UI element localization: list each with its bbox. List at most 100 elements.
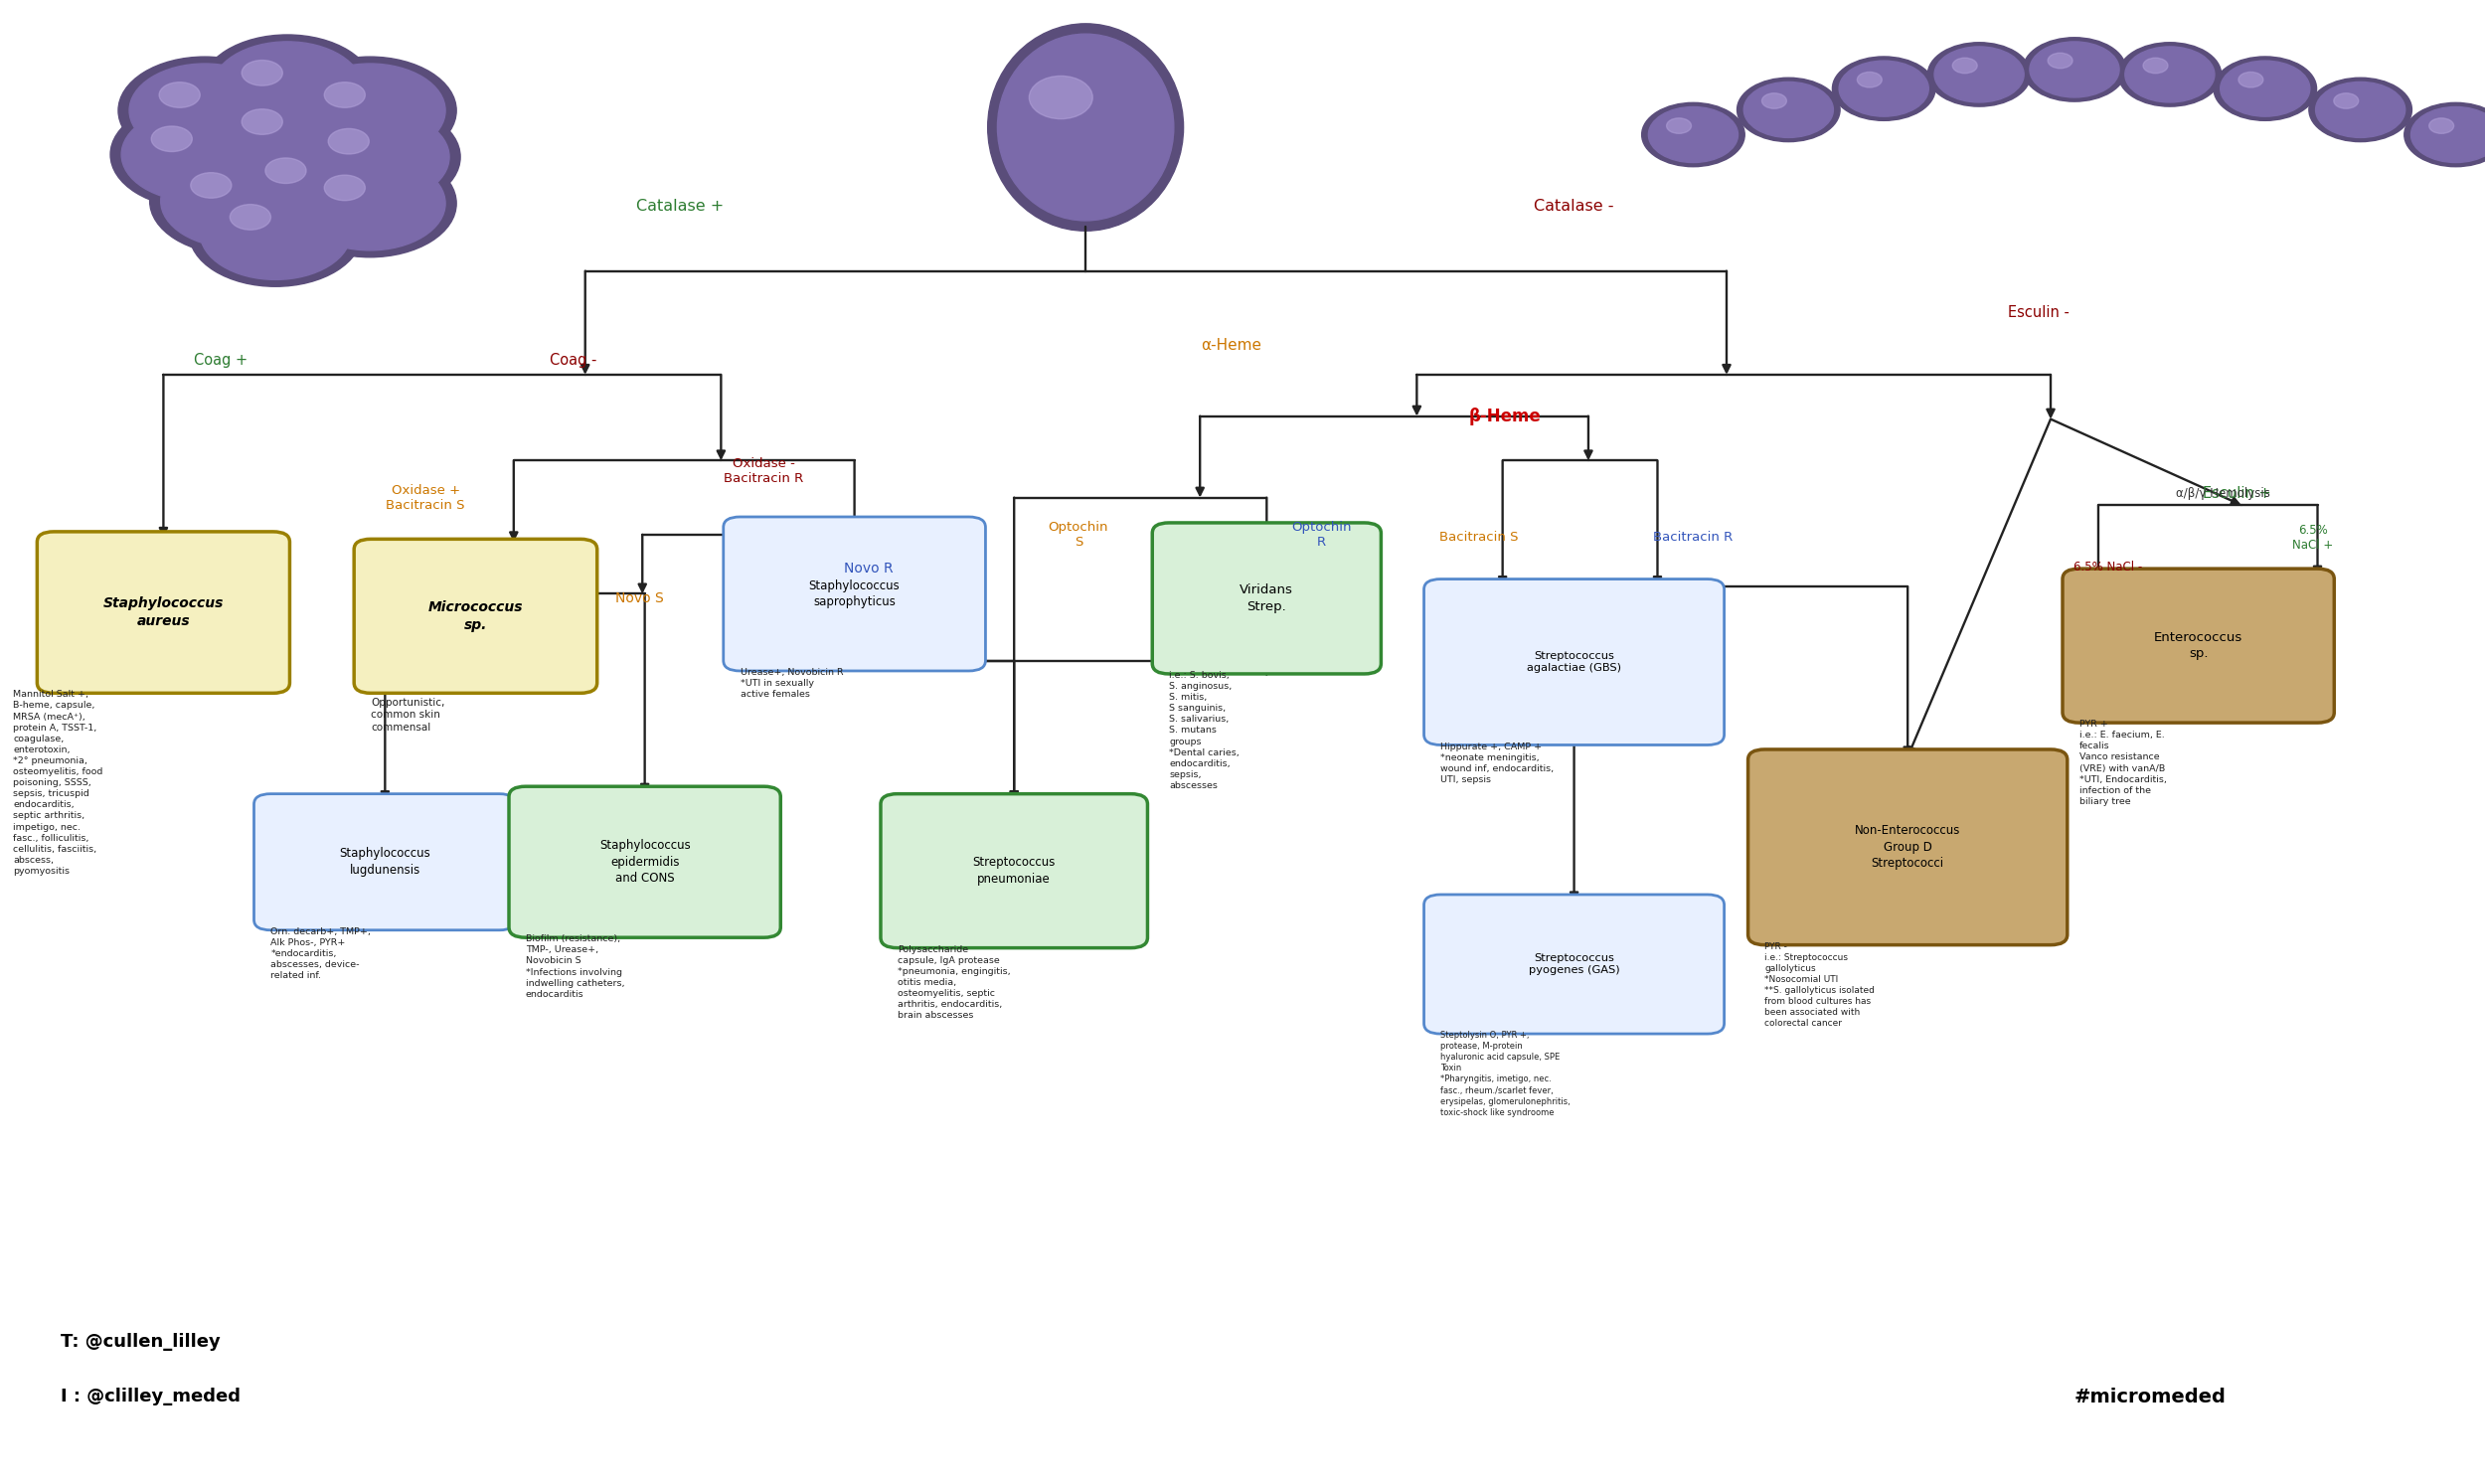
Text: Streptococcus
agalactiae (GBS): Streptococcus agalactiae (GBS) bbox=[1526, 650, 1620, 674]
Text: α-Heme: α-Heme bbox=[1200, 337, 1262, 353]
Circle shape bbox=[129, 64, 281, 157]
Ellipse shape bbox=[996, 34, 1173, 221]
FancyBboxPatch shape bbox=[253, 794, 517, 930]
Text: β-Heme: β-Heme bbox=[1469, 407, 1541, 424]
Text: Staphylococcus
aureus: Staphylococcus aureus bbox=[102, 597, 224, 628]
Circle shape bbox=[122, 108, 273, 202]
Text: PYR +
i.e.: E. faecium, E.
fecalis
Vanco resistance
(VRE) with vanA/B
*UTI, Endo: PYR + i.e.: E. faecium, E. fecalis Vanco… bbox=[2080, 720, 2167, 806]
Circle shape bbox=[1643, 102, 1744, 166]
Circle shape bbox=[1648, 107, 1737, 163]
Circle shape bbox=[159, 82, 199, 108]
Circle shape bbox=[1933, 46, 2023, 102]
Text: T: @cullen_lilley: T: @cullen_lilley bbox=[62, 1333, 221, 1350]
Text: Enterococcus
sp.: Enterococcus sp. bbox=[2154, 631, 2244, 660]
Text: I : @clilley_meded: I : @clilley_meded bbox=[62, 1388, 241, 1405]
Text: Orn. decarb+, TMP+,
Alk Phos-, PYR+
*endocarditis,
abscesses, device-
related in: Orn. decarb+, TMP+, Alk Phos-, PYR+ *end… bbox=[271, 928, 370, 981]
Circle shape bbox=[2239, 73, 2264, 88]
Circle shape bbox=[1839, 61, 1928, 116]
Circle shape bbox=[236, 139, 385, 233]
Circle shape bbox=[2219, 61, 2311, 116]
Circle shape bbox=[1744, 82, 1834, 138]
Circle shape bbox=[298, 110, 450, 203]
Text: Staphylococcus
lugdunensis: Staphylococcus lugdunensis bbox=[340, 847, 430, 877]
Circle shape bbox=[119, 56, 291, 165]
Text: Micrococcus
sp.: Micrococcus sp. bbox=[427, 600, 522, 632]
Circle shape bbox=[241, 110, 283, 135]
Text: Non-Enterococcus
Group D
Streptococci: Non-Enterococcus Group D Streptococci bbox=[1854, 824, 1961, 870]
Circle shape bbox=[2214, 56, 2316, 120]
Circle shape bbox=[1667, 119, 1692, 134]
Text: Coag +: Coag + bbox=[194, 352, 248, 368]
Circle shape bbox=[2023, 37, 2127, 101]
Circle shape bbox=[152, 126, 191, 151]
Circle shape bbox=[2048, 53, 2072, 68]
Text: Steptolysin O, PYR +,
protease, M-protein
hyaluronic acid capsule, SPE
Toxin
*Ph: Steptolysin O, PYR +, protease, M-protei… bbox=[1441, 1031, 1571, 1117]
FancyBboxPatch shape bbox=[1424, 579, 1725, 745]
FancyBboxPatch shape bbox=[509, 787, 780, 938]
Circle shape bbox=[2333, 93, 2358, 108]
Text: #micromeded: #micromeded bbox=[2075, 1388, 2227, 1407]
FancyBboxPatch shape bbox=[1153, 522, 1382, 674]
Circle shape bbox=[1737, 77, 1839, 142]
Circle shape bbox=[2428, 119, 2453, 134]
Circle shape bbox=[2142, 58, 2167, 73]
Circle shape bbox=[2030, 42, 2120, 98]
Text: Oxidase +
Bacitracin S: Oxidase + Bacitracin S bbox=[385, 484, 465, 512]
Text: Hippurate +, CAMP +
*neonate meningitis,
wound inf, endocarditis,
UTI, sepsis: Hippurate +, CAMP + *neonate meningitis,… bbox=[1441, 742, 1553, 784]
Text: α/β/γ Hemolysis: α/β/γ Hemolysis bbox=[2174, 487, 2269, 500]
Text: Urease+, Novobicin R
*UTI in sexually
active females: Urease+, Novobicin R *UTI in sexually ac… bbox=[741, 668, 842, 699]
Circle shape bbox=[1928, 43, 2030, 107]
FancyBboxPatch shape bbox=[37, 531, 291, 693]
Text: Esculin -: Esculin - bbox=[2008, 306, 2070, 321]
Circle shape bbox=[2405, 102, 2485, 166]
Text: Mannitol Salt +,
B-heme, capsule,
MRSA (mecA⁺),
protein A, TSST-1,
coagulase,
en: Mannitol Salt +, B-heme, capsule, MRSA (… bbox=[12, 690, 104, 876]
Circle shape bbox=[189, 180, 363, 286]
Circle shape bbox=[199, 186, 350, 279]
Text: Novo R: Novo R bbox=[845, 562, 895, 576]
Text: Novo S: Novo S bbox=[616, 591, 663, 605]
Circle shape bbox=[211, 91, 363, 184]
Circle shape bbox=[109, 101, 283, 208]
Text: 6.5%
NaCl +: 6.5% NaCl + bbox=[2291, 524, 2333, 552]
Text: 6.5% NaCl -: 6.5% NaCl - bbox=[2072, 561, 2142, 574]
Circle shape bbox=[293, 156, 445, 251]
Text: Staphylococcus
saprophyticus: Staphylococcus saprophyticus bbox=[808, 579, 900, 608]
Circle shape bbox=[149, 147, 323, 255]
Circle shape bbox=[288, 104, 460, 211]
FancyBboxPatch shape bbox=[353, 539, 596, 693]
FancyBboxPatch shape bbox=[723, 516, 987, 671]
Text: Optochin
S: Optochin S bbox=[1049, 521, 1108, 549]
Circle shape bbox=[1953, 58, 1978, 73]
Circle shape bbox=[283, 56, 457, 165]
Circle shape bbox=[211, 42, 363, 135]
Text: Catalase +: Catalase + bbox=[636, 199, 723, 214]
Circle shape bbox=[191, 172, 231, 197]
Circle shape bbox=[201, 34, 373, 142]
Circle shape bbox=[224, 132, 398, 240]
Circle shape bbox=[266, 157, 306, 184]
FancyBboxPatch shape bbox=[1747, 749, 2068, 945]
Circle shape bbox=[328, 129, 370, 154]
Text: PYR -
i.e.: Streptococcus
gallolyticus
*Nosocomial UTI
**S. gallolyticus isolate: PYR - i.e.: Streptococcus gallolyticus *… bbox=[1764, 942, 1874, 1028]
Ellipse shape bbox=[987, 24, 1183, 232]
Circle shape bbox=[241, 61, 283, 86]
Circle shape bbox=[2125, 46, 2214, 102]
Circle shape bbox=[162, 154, 311, 248]
Text: Optochin
R: Optochin R bbox=[1292, 521, 1352, 549]
Text: Bacitracin S: Bacitracin S bbox=[1439, 531, 1518, 545]
Circle shape bbox=[2309, 77, 2413, 142]
FancyBboxPatch shape bbox=[1424, 895, 1725, 1034]
Circle shape bbox=[323, 82, 365, 108]
Circle shape bbox=[2316, 82, 2405, 138]
Text: Esculin +: Esculin + bbox=[2202, 485, 2271, 500]
Text: Streptococcus
pneumoniae: Streptococcus pneumoniae bbox=[972, 856, 1056, 886]
Text: Bacitracin R: Bacitracin R bbox=[1653, 531, 1732, 545]
Circle shape bbox=[283, 150, 457, 257]
Circle shape bbox=[2410, 107, 2485, 163]
Circle shape bbox=[201, 83, 373, 191]
Text: Viridans
Strep.: Viridans Strep. bbox=[1240, 583, 1295, 613]
Text: Streptococcus
pyogenes (GAS): Streptococcus pyogenes (GAS) bbox=[1528, 953, 1620, 975]
Circle shape bbox=[1762, 93, 1787, 108]
Ellipse shape bbox=[1029, 76, 1093, 119]
Circle shape bbox=[1831, 56, 1936, 120]
